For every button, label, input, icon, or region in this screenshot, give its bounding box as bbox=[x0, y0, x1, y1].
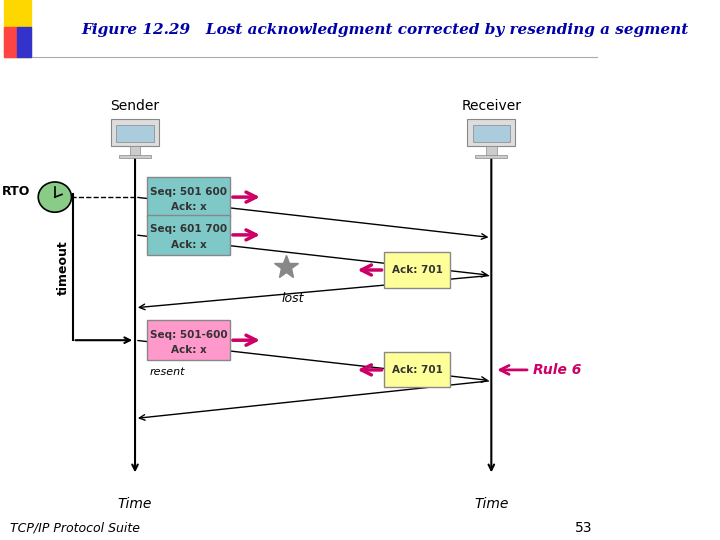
FancyBboxPatch shape bbox=[147, 177, 230, 217]
Bar bbox=[111, 119, 159, 146]
Circle shape bbox=[38, 182, 71, 212]
Text: timeout: timeout bbox=[58, 240, 71, 295]
Text: Seq: 601 700: Seq: 601 700 bbox=[150, 225, 227, 234]
Text: Sender: Sender bbox=[110, 99, 160, 113]
Text: Receiver: Receiver bbox=[462, 99, 521, 113]
Text: resent: resent bbox=[150, 367, 186, 377]
Bar bbox=[4, 0, 31, 57]
Text: Ack: 701: Ack: 701 bbox=[392, 265, 443, 275]
Bar bbox=[117, 125, 154, 142]
Text: TCP/IP Protocol Suite: TCP/IP Protocol Suite bbox=[10, 522, 140, 535]
Bar bbox=[119, 155, 151, 158]
Text: 53: 53 bbox=[575, 521, 593, 535]
FancyBboxPatch shape bbox=[147, 215, 230, 255]
Bar bbox=[17, 27, 31, 57]
Text: Seq: 501 600: Seq: 501 600 bbox=[150, 187, 227, 197]
FancyBboxPatch shape bbox=[384, 252, 450, 287]
Text: RTO: RTO bbox=[1, 185, 30, 198]
Text: Seq: 501-600: Seq: 501-600 bbox=[150, 330, 228, 340]
Text: Ack: x: Ack: x bbox=[171, 202, 207, 212]
Bar bbox=[130, 146, 140, 156]
Text: Ack: x: Ack: x bbox=[171, 240, 207, 249]
FancyBboxPatch shape bbox=[384, 353, 450, 388]
Text: Ack: 701: Ack: 701 bbox=[392, 365, 443, 375]
Bar bbox=[472, 125, 510, 142]
Text: Time: Time bbox=[474, 497, 508, 511]
Bar bbox=[486, 146, 497, 156]
Text: Time: Time bbox=[118, 497, 152, 511]
Bar bbox=[4, 27, 17, 57]
Text: lost: lost bbox=[281, 292, 304, 305]
Bar bbox=[467, 119, 516, 146]
FancyBboxPatch shape bbox=[147, 320, 230, 361]
Text: Figure 12.29   Lost acknowledgment corrected by resending a segment: Figure 12.29 Lost acknowledgment correct… bbox=[81, 23, 689, 37]
Text: Ack: x: Ack: x bbox=[171, 345, 207, 355]
Text: Rule 6: Rule 6 bbox=[533, 363, 581, 377]
Bar bbox=[475, 155, 508, 158]
